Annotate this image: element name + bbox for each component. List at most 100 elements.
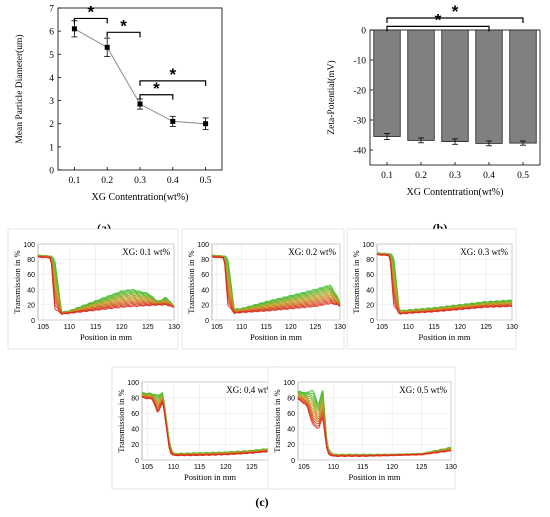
chart-c1-x-tick-label: 120 xyxy=(116,324,128,331)
chart-a-y-tick-label: 2 xyxy=(49,120,54,130)
chart-b-bar xyxy=(407,29,435,141)
chart-c2-y-tick-label: 80 xyxy=(201,257,209,264)
chart-c4-x-tick-label: 110 xyxy=(168,464,179,471)
chart-c3-y-tick-label: 0 xyxy=(370,318,374,325)
chart-c5-y-tick-label: 80 xyxy=(287,395,295,402)
chart-c2-y-tick-label: 40 xyxy=(201,287,209,294)
chart-b-significance-star: * xyxy=(435,10,442,29)
chart-c4-y-axis-label: Transmission in % xyxy=(116,389,126,452)
chart-c2-y-tick-label: 60 xyxy=(201,272,209,279)
chart-c4-y-tick-label: 80 xyxy=(131,395,139,402)
chart-c2-x-axis-label: Position in mm xyxy=(250,332,302,342)
chart-c4-x-tick-label: 105 xyxy=(141,464,153,471)
chart-c5-x-tick-label: 120 xyxy=(386,464,398,471)
chart-a-significance-bracket xyxy=(139,80,207,86)
chart-c4-y-tick-label: 40 xyxy=(131,427,139,434)
chart-a-x-tick-label: 0.2 xyxy=(101,176,113,186)
chart-a-y-tick-label: 3 xyxy=(49,97,54,107)
chart-c3-x-tick-label: 125 xyxy=(480,324,492,331)
chart-c1-y-tick-label: 100 xyxy=(23,242,35,249)
chart-a-y-tick-label: 5 xyxy=(49,51,54,61)
chart-b-bar xyxy=(475,29,503,144)
chart-c3-y-tick-label: 20 xyxy=(366,303,374,310)
chart-c3-y-tick-label: 100 xyxy=(362,242,374,249)
chart-c2-x-tick-label: 130 xyxy=(334,324,346,331)
chart-c4-y-tick-label: 100 xyxy=(127,380,139,387)
chart-c4-y-tick-label: 60 xyxy=(131,411,139,418)
chart-a-y-axis-label: Mean Particle Diameter(um) xyxy=(14,34,25,143)
chart-c2-x-tick-label: 115 xyxy=(261,324,272,331)
chart-b-y-tick-label: 0 xyxy=(361,27,366,37)
chart-c5-y-tick-label: 60 xyxy=(287,411,295,418)
chart-c2-x-tick-label: 110 xyxy=(236,324,247,331)
chart-c5-y-tick-label: 0 xyxy=(291,458,295,465)
chart-c3-profile-line xyxy=(376,253,513,315)
panel-label-c: (c) xyxy=(255,495,268,509)
chart-c5-y-tick-label: 20 xyxy=(287,442,295,449)
chart-c4-y-tick-label: 20 xyxy=(131,442,139,449)
chart-a-y-tick-label: 6 xyxy=(49,28,54,38)
chart-c2-y-axis-label: Transmission in % xyxy=(186,250,196,313)
chart-c5-y-tick-label: 40 xyxy=(287,427,295,434)
chart-a-significance-star: * xyxy=(153,79,160,98)
chart-c5-x-tick-label: 130 xyxy=(445,464,457,471)
chart-b-y-tick-label: -20 xyxy=(353,87,366,97)
chart-a-significance-bracket xyxy=(73,17,108,24)
chart-b-x-tick-label: 0.5 xyxy=(517,171,529,181)
chart-c1-x-tick-label: 115 xyxy=(90,324,101,331)
chart-b-bar xyxy=(373,29,401,137)
chart-c3-y-tick-label: 60 xyxy=(366,272,374,279)
chart-c3-y-tick-label: 80 xyxy=(366,257,374,264)
chart-c3-x-tick-label: 120 xyxy=(454,324,466,331)
chart-c2-x-tick-label: 120 xyxy=(285,324,297,331)
chart-a-data-point xyxy=(203,121,209,127)
chart-b-significance-star: * xyxy=(452,2,459,21)
chart-c3-y-tick-label: 40 xyxy=(366,287,374,294)
chart-b-significance-bracket xyxy=(386,25,490,32)
chart-c5-y-tick-label: 100 xyxy=(283,380,295,387)
chart-c4-annotation: XG: 0.4 wt% xyxy=(226,385,274,395)
chart-c2-profile-line xyxy=(211,255,341,315)
chart-c1-profile-line xyxy=(37,255,175,315)
chart-c3-annotation: XG: 0.3 wt% xyxy=(460,247,508,257)
chart-c4-x-tick-label: 115 xyxy=(194,464,205,471)
chart-b-bar xyxy=(441,29,469,142)
chart-c3-x-tick-label: 115 xyxy=(429,324,440,331)
chart-c1-x-tick-label: 110 xyxy=(64,324,75,331)
chart-c1-x-tick-label: 130 xyxy=(168,324,180,331)
chart-b-bar xyxy=(509,29,537,144)
chart-c3-x-tick-label: 105 xyxy=(376,324,388,331)
chart-a-x-tick-label: 0.4 xyxy=(167,176,179,186)
chart-a-y-tick-label: 1 xyxy=(49,143,54,153)
chart-c4-y-tick-label: 0 xyxy=(135,458,139,465)
chart-a-significance-bracket xyxy=(139,94,174,100)
chart-a-data-point xyxy=(71,26,77,32)
chart-c1-y-tick-label: 80 xyxy=(27,257,35,264)
chart-b-y-axis-label: Zeta-Potential(mV) xyxy=(326,60,337,134)
chart-b-x-tick-label: 0.2 xyxy=(415,171,427,181)
chart-a-x-tick-label: 0.5 xyxy=(200,176,212,186)
chart-c5-profile-line xyxy=(297,398,452,458)
chart-c5-x-tick-label: 105 xyxy=(298,464,310,471)
chart-c5-x-tick-label: 125 xyxy=(416,464,428,471)
chart-c5-y-axis-label: Transmission in % xyxy=(272,389,282,452)
chart-a-significance-star: * xyxy=(87,2,94,21)
chart-b-significance-bracket xyxy=(386,17,524,23)
chart-b-x-tick-label: 0.4 xyxy=(483,171,495,181)
chart-a-y-tick-label: 0 xyxy=(49,167,54,177)
chart-c1-y-axis-label: Transmission in % xyxy=(12,250,22,313)
chart-c2-y-tick-label: 100 xyxy=(197,242,209,249)
chart-c5-x-tick-label: 115 xyxy=(357,464,368,471)
chart-c4-x-tick-label: 125 xyxy=(246,464,258,471)
chart-a-y-tick-label: 7 xyxy=(49,5,54,15)
chart-a-x-tick-label: 0.3 xyxy=(134,176,146,186)
chart-c3-x-axis-label: Position in mm xyxy=(419,332,471,342)
chart-b-x-tick-label: 0.1 xyxy=(381,171,393,181)
chart-c2-y-tick-label: 0 xyxy=(205,318,209,325)
chart-c1-profile-line xyxy=(37,255,175,315)
chart-a-significance-star: * xyxy=(120,16,127,35)
chart-a-y-tick-label: 4 xyxy=(49,74,54,84)
chart-c4-profile-line xyxy=(141,396,279,457)
chart-c1-x-tick-label: 105 xyxy=(37,324,49,331)
